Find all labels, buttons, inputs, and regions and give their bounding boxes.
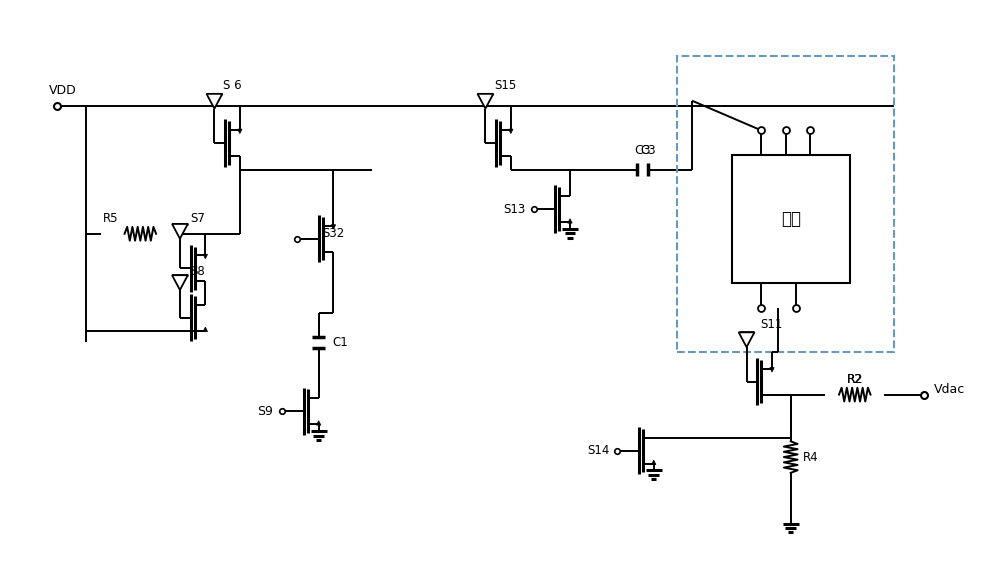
Polygon shape	[172, 275, 188, 290]
Text: S15: S15	[494, 80, 516, 92]
Polygon shape	[331, 225, 336, 229]
Text: C3: C3	[635, 143, 651, 156]
Text: S14: S14	[587, 444, 610, 457]
Text: S9: S9	[257, 405, 273, 418]
Polygon shape	[316, 421, 321, 425]
Polygon shape	[203, 254, 208, 259]
Polygon shape	[652, 460, 656, 465]
Text: C3: C3	[640, 143, 656, 156]
Text: R5: R5	[103, 213, 118, 226]
FancyBboxPatch shape	[732, 155, 850, 283]
Text: R2: R2	[847, 374, 863, 386]
Text: C1: C1	[332, 336, 348, 349]
Polygon shape	[203, 327, 208, 332]
Text: S8: S8	[190, 265, 205, 278]
Text: S 6: S 6	[223, 80, 241, 92]
Text: S11: S11	[760, 318, 782, 331]
Text: 心室: 心室	[781, 210, 801, 228]
Polygon shape	[207, 94, 222, 109]
Text: R4: R4	[803, 450, 818, 464]
Text: S7: S7	[190, 213, 205, 226]
Polygon shape	[238, 129, 242, 134]
Text: R2: R2	[846, 374, 863, 386]
Polygon shape	[172, 224, 188, 239]
Polygon shape	[568, 219, 572, 223]
Text: S13: S13	[504, 203, 526, 215]
Text: VDD: VDD	[49, 84, 76, 97]
Polygon shape	[509, 129, 513, 134]
Polygon shape	[478, 94, 493, 109]
Polygon shape	[739, 332, 754, 347]
Polygon shape	[770, 368, 774, 372]
Text: S32: S32	[322, 227, 344, 240]
Text: Vdac: Vdac	[934, 383, 965, 396]
